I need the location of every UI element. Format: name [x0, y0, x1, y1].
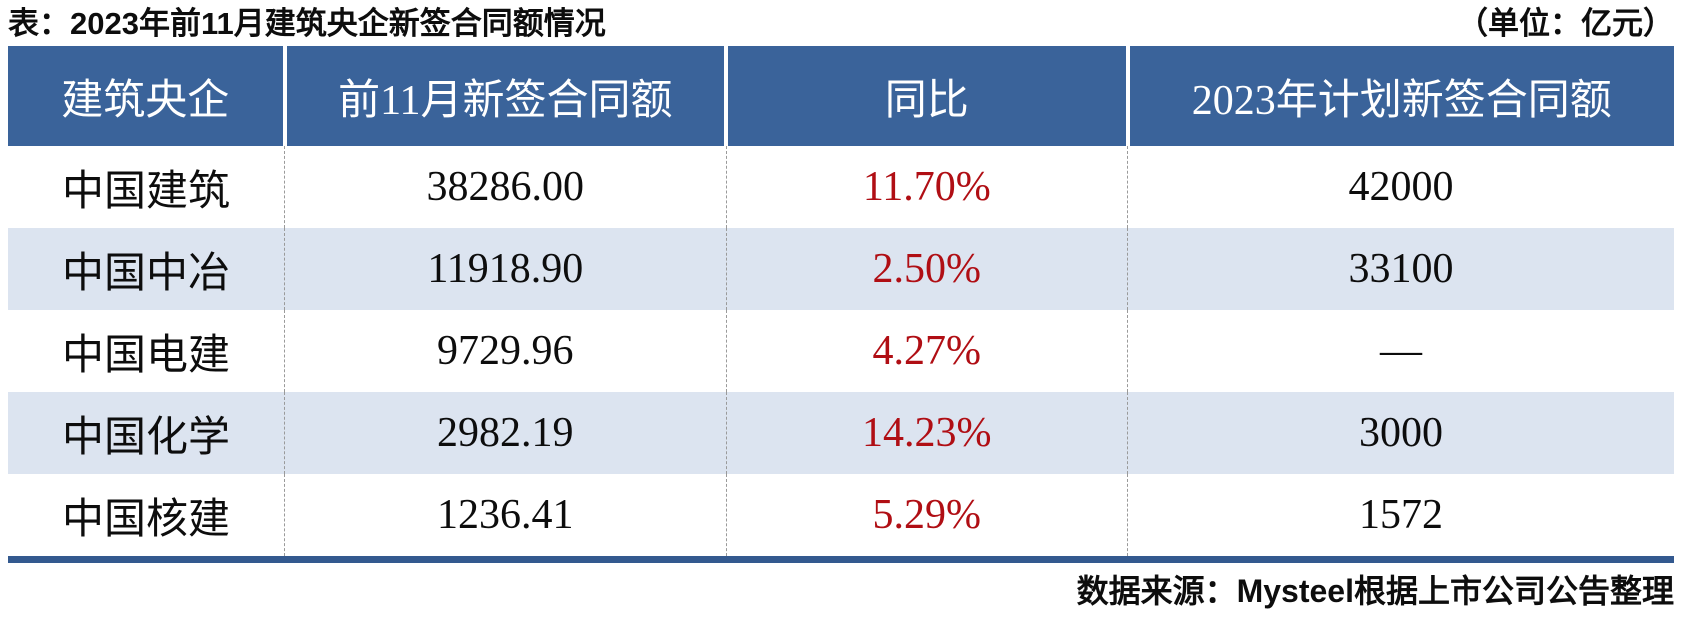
- company-cell: 中国电建: [62, 332, 231, 379]
- table-row: 中国化学 2982.19 14.23% 3000: [8, 392, 1674, 474]
- company-cell: 中国中冶: [62, 250, 231, 297]
- unit-note: （单位：亿元）: [1457, 5, 1674, 41]
- table-body: 中国建筑 38286.00 11.70% 42000 中国中冶 11918.90 2.50%…: [8, 146, 1674, 556]
- column-header-3: 2023年计划新签合同额: [1125, 46, 1674, 146]
- contracts-table: 建筑央企 前11月新签合同额 同比 2023年计划新签合同额 中国建筑 38286.00…: [8, 46, 1674, 556]
- table-bottom-rule: [8, 556, 1674, 563]
- company-cell: 中国建筑: [62, 168, 231, 215]
- source-row: 数据来源：Mysteel根据上市公司公告整理: [8, 563, 1674, 615]
- company-cell: 中国化学: [62, 414, 231, 461]
- column-header-0: 建筑央企: [8, 46, 285, 146]
- table-head: 建筑央企 前11月新签合同额 同比 2023年计划新签合同额: [8, 46, 1674, 146]
- data-source-note: 数据来源：Mysteel根据上市公司公告整理: [1076, 572, 1674, 609]
- table-row: 中国电建 9729.96 4.27% —: [8, 310, 1674, 392]
- plan-amount-cell: 33100: [1127, 228, 1674, 310]
- company-cell: 中国核建: [62, 496, 231, 543]
- contract-amount-cell: 1236.41: [284, 474, 727, 556]
- column-header-2: 同比: [724, 46, 1128, 146]
- plan-amount-cell: 1572: [1127, 474, 1674, 556]
- table-header-row: 建筑央企 前11月新签合同额 同比 2023年计划新签合同额: [8, 46, 1674, 146]
- table-row: 中国核建 1236.41 5.29% 1572: [8, 474, 1674, 556]
- table-title: 表：2023年前11月建筑央企新签合同额情况: [8, 5, 606, 41]
- yoy-change-cell: 14.23%: [725, 392, 1128, 474]
- plan-amount-cell: —: [1127, 310, 1674, 392]
- contract-amount-cell: 2982.19: [284, 392, 727, 474]
- contract-amount-cell: 9729.96: [284, 310, 727, 392]
- title-row: 表：2023年前11月建筑央企新签合同额情况 （单位：亿元）: [8, 0, 1674, 46]
- table-row: 中国中冶 11918.90 2.50% 33100: [8, 228, 1674, 310]
- table-row: 中国建筑 38286.00 11.70% 42000: [8, 146, 1674, 228]
- plan-amount-cell: 42000: [1127, 146, 1674, 228]
- yoy-change-cell: 5.29%: [725, 474, 1128, 556]
- yoy-change-cell: 2.50%: [725, 228, 1128, 310]
- plan-amount-cell: 3000: [1127, 392, 1674, 474]
- contract-amount-cell: 38286.00: [284, 146, 727, 228]
- yoy-change-cell: 4.27%: [725, 310, 1128, 392]
- yoy-change-cell: 11.70%: [725, 146, 1128, 228]
- column-header-1: 前11月新签合同额: [282, 46, 727, 146]
- contract-amount-cell: 11918.90: [284, 228, 727, 310]
